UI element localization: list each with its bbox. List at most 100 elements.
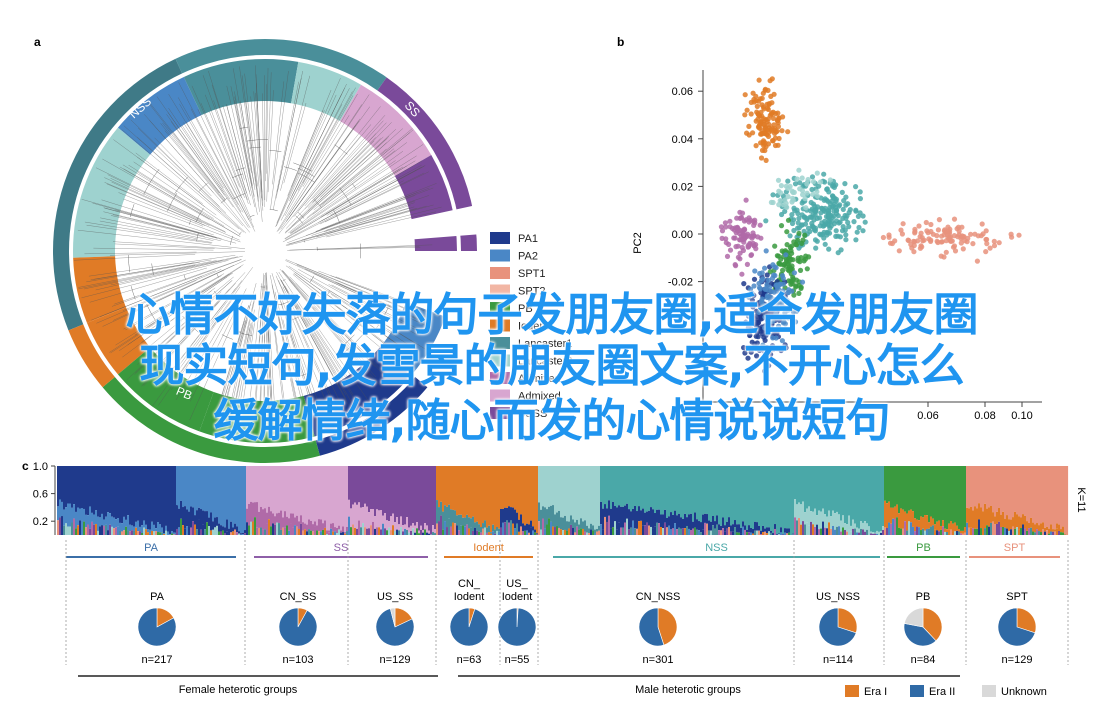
structure-bar <box>688 528 691 535</box>
structure-bar <box>800 466 803 505</box>
structure-bar <box>808 525 811 535</box>
structure-bar <box>398 524 401 531</box>
structure-bar <box>264 529 267 535</box>
structure-bar <box>704 466 707 514</box>
structure-bar <box>682 466 685 519</box>
pca-point <box>776 202 782 208</box>
structure-bar <box>103 519 106 526</box>
structure-bar <box>720 525 723 531</box>
structure-bar <box>514 466 517 510</box>
pca-point <box>778 183 785 189</box>
structure-bar <box>372 521 375 535</box>
structure-bar <box>173 534 176 535</box>
pie-label: SPT <box>1006 591 1028 603</box>
tree-branch <box>166 114 234 208</box>
structure-bar <box>710 530 713 535</box>
structure-bar <box>690 466 693 514</box>
structure-bar <box>748 466 751 526</box>
tree-legend: PA1PA2SPT1SPT2PBIodentLancaster1Lancaste… <box>490 232 572 420</box>
legend-swatch <box>490 319 510 332</box>
pie-label: Iodent <box>502 591 533 603</box>
structure-bar <box>544 507 547 529</box>
structure-bar <box>850 531 853 535</box>
structure-bar <box>288 530 291 535</box>
tree-branch <box>78 265 196 290</box>
structure-bar <box>590 529 593 535</box>
structure-bar <box>868 532 871 535</box>
structure-bar <box>220 525 223 532</box>
tree-branch <box>133 161 241 235</box>
structure-bar <box>696 466 699 520</box>
pie-count: n=63 <box>457 654 482 666</box>
pca-point <box>804 190 810 196</box>
structure-bar <box>714 528 717 535</box>
tree-branch <box>283 102 307 184</box>
structure-bar <box>65 507 68 524</box>
tree-branch <box>262 93 265 207</box>
tree-branch <box>307 140 375 208</box>
structure-bar <box>71 522 74 535</box>
tree-branch <box>101 199 214 236</box>
structure-bar <box>656 509 659 523</box>
tree-arc <box>333 210 340 223</box>
structure-bar <box>674 523 677 535</box>
structure-bar <box>622 466 625 507</box>
structure-bar <box>622 506 625 528</box>
structure-bar <box>590 466 593 524</box>
structure-bar <box>890 523 893 535</box>
tree-branch <box>135 152 203 204</box>
structure-bar <box>366 528 369 535</box>
structure-bar <box>202 510 205 525</box>
structure-bar <box>794 466 797 500</box>
pca-point <box>814 215 820 221</box>
pca-point <box>764 272 770 278</box>
tree-branch <box>280 279 346 399</box>
pca-point <box>911 242 917 249</box>
structure-bar <box>264 466 267 509</box>
pca-point <box>960 234 966 240</box>
structure-bar <box>660 514 663 528</box>
tree-branch <box>110 178 226 233</box>
legend-swatch <box>490 407 510 419</box>
tree-branch <box>175 307 232 401</box>
structure-bar <box>438 521 441 535</box>
structure-bar <box>670 512 673 530</box>
structure-bar <box>428 533 431 535</box>
tree-branch <box>289 160 396 234</box>
structure-bar <box>548 466 551 507</box>
structure-bar <box>302 466 305 523</box>
structure-bar <box>176 466 179 506</box>
structure-bar <box>980 466 983 508</box>
structure-bar <box>390 466 393 517</box>
structure-bar <box>482 528 485 535</box>
pca-point <box>764 348 770 354</box>
structure-bar <box>796 466 799 505</box>
structure-bar <box>280 466 283 511</box>
structure-bar <box>354 502 357 528</box>
structure-bar <box>596 531 599 535</box>
structure-bar <box>806 508 809 523</box>
structure-bar <box>908 466 911 511</box>
structure-bar <box>1060 466 1063 530</box>
tree-branch <box>281 279 347 396</box>
pca-point <box>918 230 924 236</box>
structure-bar <box>1018 529 1021 535</box>
structure-bar <box>246 466 249 509</box>
structure-bar <box>470 518 473 528</box>
structure-bar <box>73 518 76 535</box>
structure-bar <box>580 518 583 529</box>
structure-bar <box>408 466 411 528</box>
tree-branch <box>125 275 222 331</box>
structure-bar <box>796 504 799 521</box>
tree-branch <box>137 273 230 334</box>
structure-bar <box>330 466 333 524</box>
structure-bar <box>75 511 78 529</box>
structure-bar <box>252 521 255 535</box>
structure-bar <box>584 520 587 532</box>
structure-bar <box>970 466 973 507</box>
tree-branch <box>275 275 333 404</box>
structure-bar <box>920 516 923 531</box>
structure-bar <box>340 466 343 531</box>
structure-bar <box>362 466 365 508</box>
structure-bar <box>818 529 821 535</box>
